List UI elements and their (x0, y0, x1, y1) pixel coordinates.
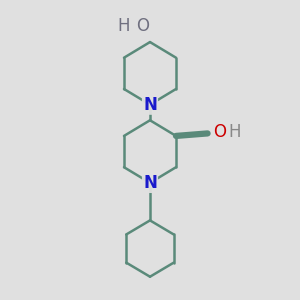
Text: O: O (136, 17, 149, 35)
Text: N: N (143, 174, 157, 192)
Text: H: H (228, 123, 241, 141)
Text: O: O (213, 123, 226, 141)
Text: H: H (117, 17, 130, 35)
Text: N: N (143, 96, 157, 114)
